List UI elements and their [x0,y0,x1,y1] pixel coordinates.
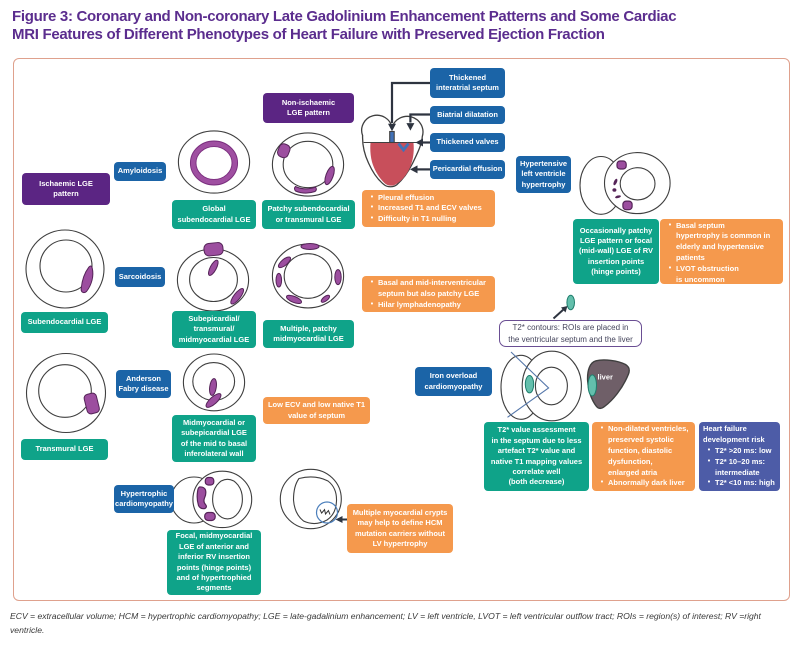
svg-text:liver: liver [598,373,614,382]
